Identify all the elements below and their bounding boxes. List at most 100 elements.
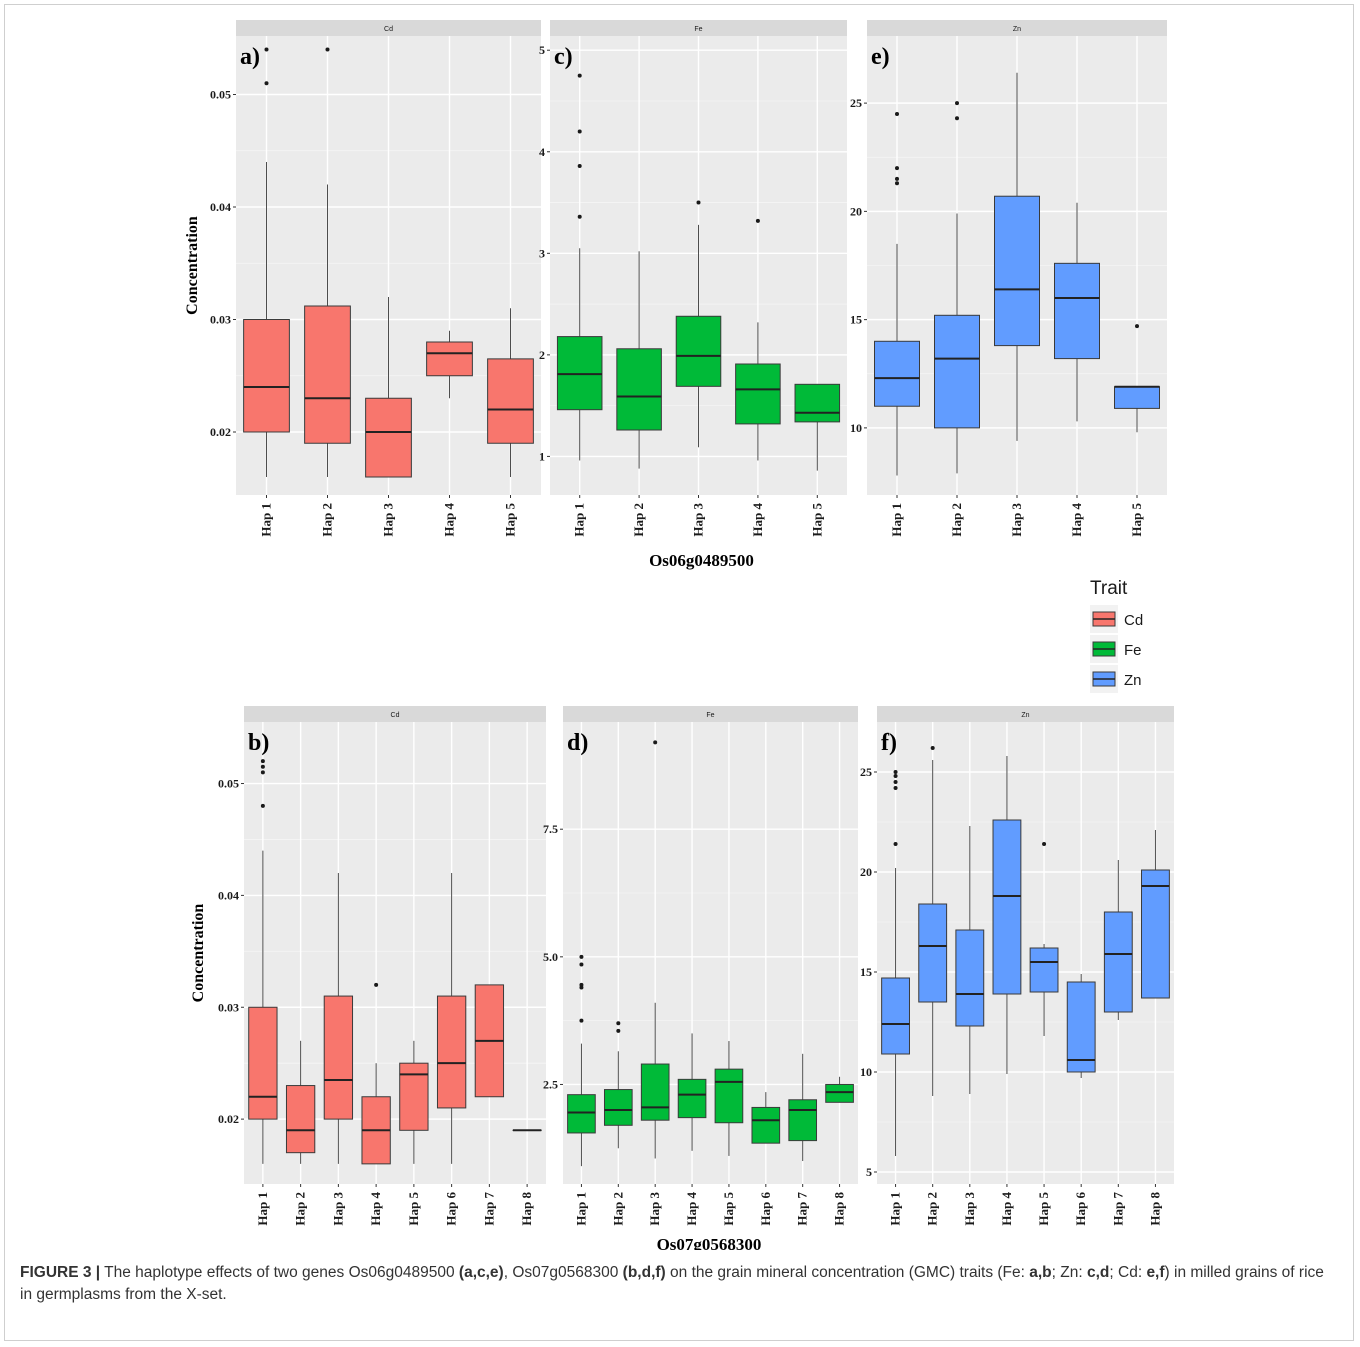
box-iqr	[285, 1085, 316, 1154]
box-iqr	[992, 819, 1022, 995]
box-iqr	[714, 1068, 744, 1124]
y-tick-label: 0.03	[218, 1000, 239, 1014]
x-tick-label: Hap 2	[610, 1192, 625, 1226]
facet-strip	[244, 706, 546, 722]
figure-caption: FIGURE 3 | The haplotype effects of two …	[20, 1262, 1340, 1306]
y-tick-label: 5.0	[543, 950, 558, 964]
box-hap-4	[1054, 202, 1100, 422]
y-tick-label: 10	[850, 421, 862, 435]
box-hap-2	[616, 251, 662, 469]
outlier-point	[260, 803, 265, 808]
box-hap-1	[874, 111, 920, 476]
outlier-point	[577, 73, 582, 78]
y-tick-label: 5	[539, 43, 545, 57]
box-iqr	[365, 397, 412, 478]
outlier-point	[579, 982, 584, 987]
box-iqr	[934, 314, 980, 429]
x-tick-label: Hap 6	[758, 1192, 773, 1226]
box-iqr	[616, 348, 662, 431]
x-tick-label: Hap 1	[255, 1192, 270, 1226]
caption-text: ; Zn:	[1051, 1264, 1087, 1281]
outlier-point	[260, 759, 265, 764]
y-tick-label: 0.05	[210, 88, 231, 102]
box-hap-5	[399, 1040, 429, 1164]
x-tick-label: Hap 3	[962, 1192, 977, 1226]
facet-strip-label: Zn	[1013, 26, 1021, 33]
outlier-point	[895, 166, 899, 171]
box-hap-7	[1103, 860, 1133, 1020]
box-iqr	[794, 383, 841, 423]
outlier-point	[577, 163, 582, 168]
x-tick-label: Hap 7	[481, 1192, 496, 1226]
panel-tag: a)	[240, 44, 260, 70]
y-tick-label: 1	[539, 449, 545, 463]
panel-tag: f)	[881, 730, 897, 756]
box-hap-3	[365, 297, 412, 478]
box-hap-1	[248, 759, 278, 1164]
x-tick-label: Hap 8	[519, 1192, 534, 1226]
panel-tag: c)	[554, 44, 573, 70]
box-hap-6	[436, 873, 467, 1164]
y-tick-label: 5	[866, 1165, 872, 1179]
x-tick-label: Hap 2	[925, 1192, 940, 1226]
x-tick-label: Hap 3	[647, 1192, 662, 1226]
x-tick-label: Hap 4	[999, 1192, 1014, 1226]
box-hap-1	[243, 47, 290, 477]
legend-label: Cd	[1124, 612, 1143, 629]
box-hap-4	[426, 330, 473, 399]
box-hap-6	[751, 1092, 781, 1144]
outlier-point	[696, 200, 701, 205]
outlier-point	[895, 111, 899, 116]
outlier-point	[955, 116, 959, 121]
box-hap-4	[992, 756, 1022, 1074]
box-hap-3	[323, 873, 354, 1164]
x-tick-label: Hap 3	[691, 503, 706, 537]
y-tick-label: 15	[850, 313, 862, 327]
facet-strip	[550, 20, 847, 36]
box-iqr	[1141, 869, 1170, 999]
box-hap-5	[1114, 324, 1160, 433]
box-iqr	[751, 1106, 781, 1144]
box-iqr	[874, 340, 920, 407]
facet-strip	[877, 706, 1174, 722]
outlier-point	[895, 176, 899, 181]
outlier-point	[1042, 842, 1047, 846]
x-tick-label: Hap 5	[406, 1192, 421, 1226]
box-iqr	[1114, 386, 1160, 409]
y-tick-label: 0.04	[218, 888, 239, 902]
outlier-point	[895, 181, 899, 186]
box-iqr	[248, 1006, 278, 1120]
x-tick-label: Hap 5	[1129, 503, 1144, 537]
box-hap-5	[1029, 842, 1059, 1036]
box-iqr	[788, 1099, 818, 1142]
box-hap-6	[1066, 974, 1096, 1078]
outlier-point	[930, 746, 935, 750]
box-iqr	[487, 358, 534, 444]
box-hap-2	[918, 746, 948, 1096]
figure-frame	[4, 4, 1354, 1341]
outlier-point	[579, 962, 584, 967]
panel-c: Fe 1 2 3 4 5 Hap 1 Hap 2 Hap 3 Hap 4 Hap 5 c)	[539, 20, 847, 537]
y-tick-label: 2	[539, 348, 545, 362]
y-tick-label: 7.5	[543, 822, 558, 836]
facet-strip-label: Cd	[391, 712, 400, 719]
x-tick-label: Hap 1	[573, 1192, 588, 1226]
box-hap-8	[1141, 830, 1170, 999]
box-hap-7	[788, 1053, 818, 1162]
box-iqr	[881, 977, 910, 1055]
outlier-point	[577, 129, 582, 134]
x-tick-label: Hap 1	[889, 503, 904, 537]
box-iqr	[567, 1094, 596, 1134]
y-tick-label: 0.02	[210, 425, 231, 439]
box-iqr	[825, 1083, 854, 1103]
x-tick-label: Hap 3	[1009, 503, 1024, 537]
outlier-point	[579, 954, 584, 959]
x-tick-label: Hap 1	[888, 1192, 903, 1226]
x-tick-label: Hap 5	[721, 1192, 736, 1226]
outlier-point	[893, 786, 898, 790]
y-tick-label: 20	[850, 204, 862, 218]
outlier-point	[616, 1028, 621, 1033]
x-tick-label: Hap 8	[1147, 1192, 1162, 1226]
legend-label: Fe	[1124, 642, 1142, 659]
outlier-point	[374, 982, 379, 987]
